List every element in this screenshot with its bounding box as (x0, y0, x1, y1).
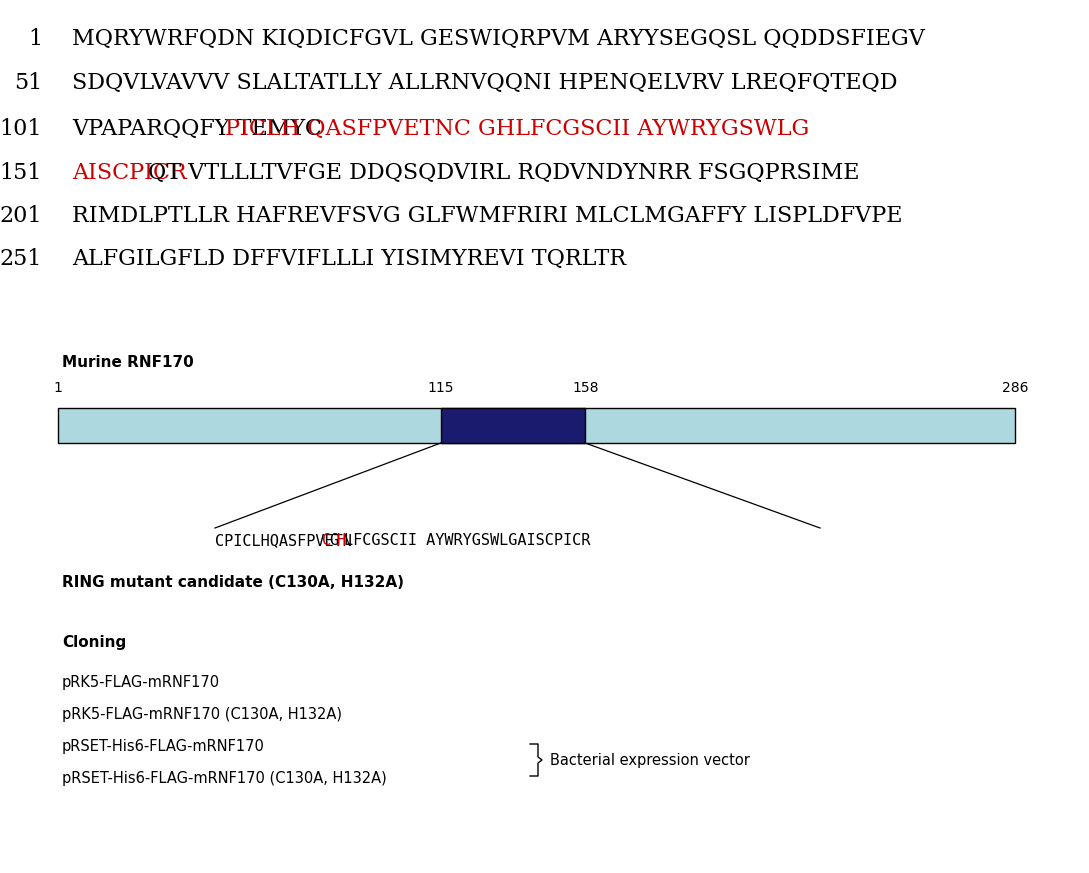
Text: 101: 101 (0, 118, 42, 140)
Text: 1: 1 (28, 28, 42, 50)
Text: Murine RNF170: Murine RNF170 (62, 355, 194, 370)
Text: C: C (322, 533, 331, 548)
Text: H: H (337, 533, 345, 548)
Text: pRSET-His6-FLAG-mRNF170 (C130A, H132A): pRSET-His6-FLAG-mRNF170 (C130A, H132A) (62, 771, 387, 786)
Text: SDQVLVAVVV SLALTATLLY ALLRNVQQNI HPENQELVRV LREQFQTEQD: SDQVLVAVVV SLALTATLLY ALLRNVQQNI HPENQEL… (72, 72, 897, 94)
Text: RING mutant candidate (C130A, H132A): RING mutant candidate (C130A, H132A) (62, 575, 404, 590)
Text: MQRYWRFQDN KIQDICFGVL GESWIQRPVM ARYYSEGQSL QQDDSFIEGV: MQRYWRFQDN KIQDICFGVL GESWIQRPVM ARYYSEG… (72, 28, 925, 50)
Bar (441, 408, 585, 443)
Text: VPAPARQQFY TEMYC: VPAPARQQFY TEMYC (72, 118, 322, 140)
Text: 51: 51 (14, 72, 42, 94)
Text: 286: 286 (1002, 381, 1028, 395)
Bar (58, 408, 1015, 443)
Text: 158: 158 (572, 381, 599, 395)
Text: 201: 201 (0, 205, 42, 227)
Text: 151: 151 (0, 162, 42, 184)
Text: pRSET-His6-FLAG-mRNF170: pRSET-His6-FLAG-mRNF170 (62, 739, 265, 754)
Text: Bacterial expression vector: Bacterial expression vector (550, 753, 750, 767)
Text: pRK5-FLAG-mRNF170: pRK5-FLAG-mRNF170 (62, 675, 220, 690)
Text: RIMDLPTLLR HAFREVFSVG GLFWMFRIRI MLCLMGAFFY LISPLDFVPE: RIMDLPTLLR HAFREVFSVG GLFWMFRIRI MLCLMGA… (72, 205, 903, 227)
Text: CPICLHQASFPVETN: CPICLHQASFPVETN (215, 533, 352, 548)
Text: 1: 1 (53, 381, 62, 395)
Text: G: G (329, 533, 339, 548)
Text: PICLH QASFPVETNC GHLFCGSCII AYWRYGSWLG: PICLH QASFPVETNC GHLFCGSCII AYWRYGSWLG (224, 118, 809, 140)
Text: 115: 115 (428, 381, 454, 395)
Text: pRK5-FLAG-mRNF170 (C130A, H132A): pRK5-FLAG-mRNF170 (C130A, H132A) (62, 707, 342, 722)
Text: AISCPICR: AISCPICR (72, 162, 186, 184)
Text: LFCGSCII AYWRYGSWLGAISCPICR: LFCGSCII AYWRYGSWLGAISCPICR (344, 533, 590, 548)
Text: 251: 251 (0, 248, 42, 270)
Text: QT VTLLLTVFGE DDQSQDVIRL RQDVNDYNRR FSGQPRSIME: QT VTLLLTVFGE DDQSQDVIRL RQDVNDYNRR FSGQ… (148, 162, 860, 184)
Text: ALFGILGFLD DFFVIFLLLI YISIMYREVI TQRLTR: ALFGILGFLD DFFVIFLLLI YISIMYREVI TQRLTR (72, 248, 626, 270)
Text: Cloning: Cloning (62, 635, 126, 650)
